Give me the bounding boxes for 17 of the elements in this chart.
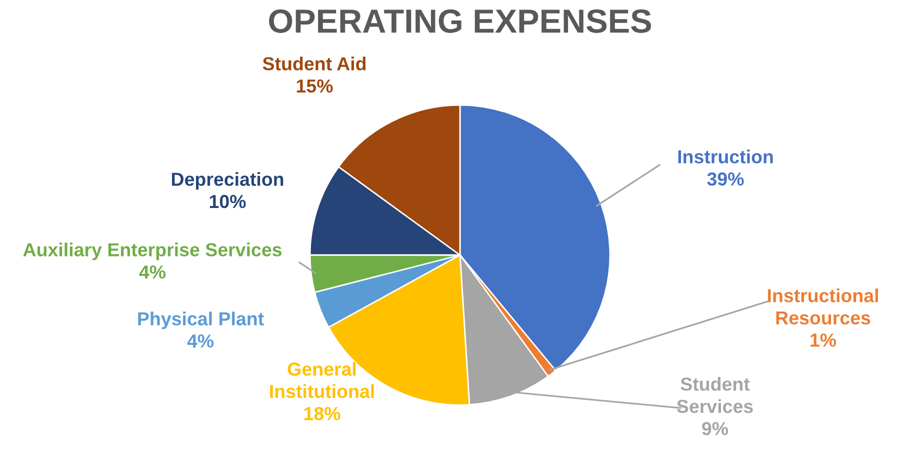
slice-label: Student Aid <box>262 56 366 70</box>
slice-label: General Institutional <box>270 362 374 398</box>
data-label: 39% <box>707 172 744 186</box>
data-label: 1% <box>810 334 836 347</box>
data-label: 10% <box>210 194 246 208</box>
slice-label: Student Services <box>676 377 753 414</box>
data-label: 4% <box>139 265 166 279</box>
chart-title: OPERATING EXPENSES <box>269 9 652 33</box>
data-label: 4% <box>187 334 214 348</box>
slice-label: Depreciation <box>172 172 284 190</box>
slice-label: Instructional Resources <box>768 288 878 325</box>
slice-label: Physical Plant <box>138 312 264 330</box>
data-label: 9% <box>702 422 728 436</box>
slice-label: Instruction <box>678 150 773 164</box>
slice-label: Auxiliary Enterprise Services <box>23 242 282 260</box>
data-label: 18% <box>304 406 340 420</box>
data-label: 15% <box>296 79 333 93</box>
